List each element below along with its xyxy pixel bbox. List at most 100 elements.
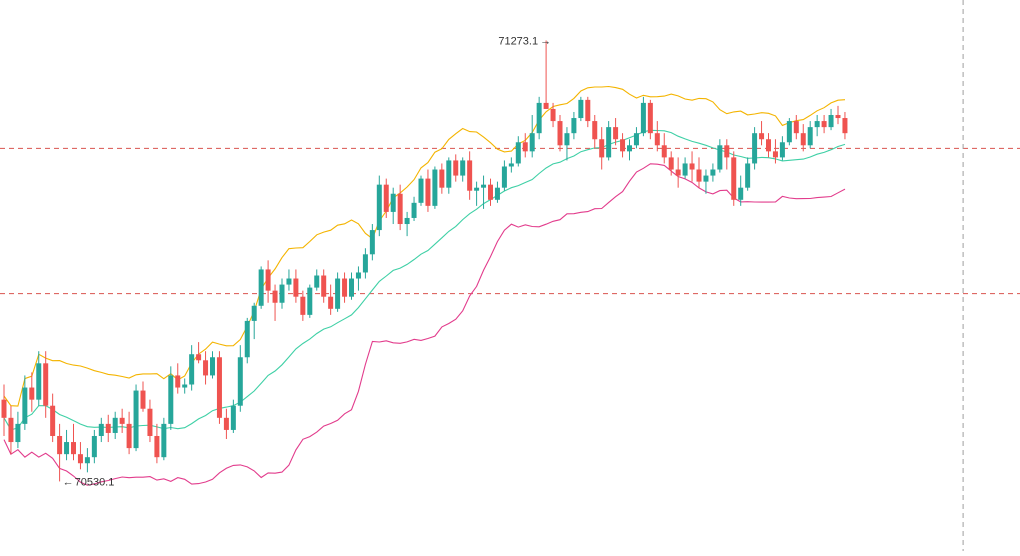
candle-body xyxy=(321,275,327,297)
candle xyxy=(57,423,63,482)
candle xyxy=(835,105,841,125)
candle-body xyxy=(383,184,389,212)
candle xyxy=(91,429,97,464)
candle xyxy=(592,115,598,149)
candle xyxy=(640,96,646,137)
candle xyxy=(606,121,612,161)
candle-body xyxy=(175,375,181,388)
candle-body xyxy=(752,133,758,164)
candle-body xyxy=(258,269,264,306)
candle xyxy=(29,372,35,412)
candle xyxy=(460,157,466,182)
candle-body xyxy=(536,102,542,134)
candle xyxy=(15,411,21,449)
candle xyxy=(675,157,681,188)
bollinger-bands xyxy=(3,85,846,486)
candle xyxy=(342,272,348,303)
candle-body xyxy=(154,435,160,458)
candle-body xyxy=(286,278,292,285)
candle-body xyxy=(342,278,348,297)
candle-body xyxy=(244,320,250,358)
candle xyxy=(557,115,563,152)
candle xyxy=(265,260,271,303)
candle-body xyxy=(15,423,21,443)
candle-body xyxy=(689,163,695,170)
candle-body xyxy=(349,278,354,297)
candle-body xyxy=(453,160,459,176)
candle xyxy=(724,139,730,170)
candle xyxy=(536,96,542,140)
candle-body xyxy=(314,275,320,288)
candle xyxy=(501,160,507,191)
candle xyxy=(599,127,605,170)
candle-body xyxy=(828,115,834,128)
candle-body xyxy=(161,423,167,458)
candle xyxy=(8,405,14,455)
candle-body xyxy=(57,435,63,455)
candle xyxy=(383,178,389,218)
candle-body xyxy=(481,184,487,188)
candle xyxy=(328,284,334,315)
candle-body xyxy=(508,163,514,167)
candle-body xyxy=(22,387,28,424)
candle xyxy=(161,417,167,461)
candle-body xyxy=(307,287,313,315)
candle xyxy=(425,169,431,212)
candle-body xyxy=(411,202,417,218)
candle xyxy=(307,284,313,318)
candle-body xyxy=(84,457,90,464)
candle-body xyxy=(77,454,83,464)
candle-body xyxy=(696,169,702,182)
low-price-label: 70530.1 xyxy=(75,476,115,488)
high-price-label: 71273.1 xyxy=(498,35,538,47)
candle-body xyxy=(821,121,827,128)
candle-body xyxy=(578,99,584,119)
candle xyxy=(779,136,785,161)
candle-body xyxy=(766,139,771,152)
low-arrow-icon: ← xyxy=(63,476,74,488)
candle xyxy=(355,266,361,291)
candle-body xyxy=(168,375,174,424)
candle-body xyxy=(564,133,570,146)
candle xyxy=(731,151,737,206)
candle xyxy=(439,163,445,194)
candle xyxy=(133,384,139,452)
candle-body xyxy=(633,133,639,146)
candle xyxy=(759,121,765,146)
candle xyxy=(335,272,341,312)
candle-body xyxy=(488,184,493,200)
candle xyxy=(620,133,626,158)
candle xyxy=(411,196,417,221)
candle xyxy=(745,157,751,191)
candle xyxy=(828,108,834,131)
candle-body xyxy=(731,157,737,200)
candle-body xyxy=(724,145,730,158)
candle xyxy=(230,399,236,433)
candle-body xyxy=(557,121,563,146)
candle xyxy=(786,118,792,146)
high-arrow-icon: → xyxy=(540,35,551,47)
candle-body xyxy=(328,296,334,309)
candle-body xyxy=(36,363,42,400)
candle xyxy=(717,139,723,173)
candle xyxy=(842,111,848,140)
candle xyxy=(529,115,535,158)
candle xyxy=(647,99,653,140)
candle xyxy=(404,211,410,237)
candle xyxy=(494,181,500,203)
candle-body xyxy=(814,121,820,128)
candle-body xyxy=(585,99,591,122)
candle-body xyxy=(807,127,813,146)
candle xyxy=(154,423,160,464)
candle xyxy=(613,118,619,146)
candle xyxy=(216,351,222,424)
candle-body xyxy=(404,217,410,225)
candle-body xyxy=(675,169,681,176)
candle xyxy=(64,429,70,461)
bollinger-upper-band xyxy=(3,85,846,407)
candle-body xyxy=(522,142,528,152)
candle xyxy=(147,399,153,443)
candle xyxy=(807,121,813,149)
candle xyxy=(237,345,243,412)
